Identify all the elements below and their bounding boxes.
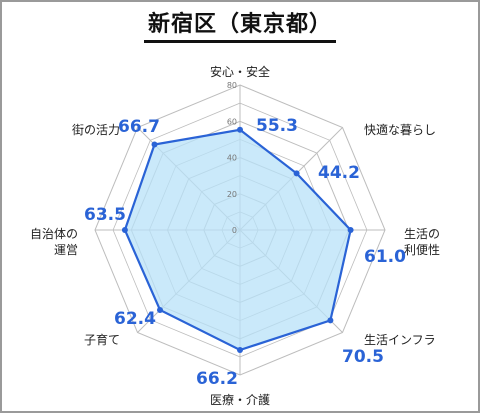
axis-label-line: 生活インフラ — [364, 333, 436, 347]
axis-label: 子育て — [84, 332, 120, 347]
tick-label: 40 — [227, 154, 237, 163]
radar-value-labels: 55.3 44.2 61.0 70.5 66.2 62.4 63.5 66.7 — [84, 116, 406, 389]
radar-area — [121, 126, 354, 353]
value-label: 44.2 — [318, 163, 360, 183]
axis-label-line: 医療・介護 — [210, 392, 270, 407]
axis-label: 医療・介護 — [210, 392, 270, 407]
axis-label: 生活の利便性 — [404, 227, 440, 257]
axis-label-line: 快適な暮らし — [364, 122, 436, 137]
axis-label: 街の活力 — [72, 123, 120, 137]
title-wrap: 新宿区（東京都） — [0, 6, 480, 43]
axis-label: 安心・安全 — [210, 64, 270, 79]
data-point — [151, 141, 158, 148]
tick-label: 60 — [227, 117, 237, 126]
axis-label: 自治体の運営 — [30, 227, 78, 257]
axis-label-line: 子育て — [84, 332, 120, 347]
axis-label-line: 運営 — [54, 243, 78, 257]
tick-label: 80 — [227, 81, 237, 90]
data-point — [293, 170, 300, 177]
data-point — [237, 126, 243, 133]
axis-label-line: 利便性 — [404, 243, 440, 257]
value-label: 66.2 — [196, 369, 238, 389]
data-area — [123, 128, 352, 352]
axis-label-line: 街の活力 — [72, 123, 120, 137]
tick-label: 0 — [232, 226, 237, 235]
radar-ticks: 0 20 40 60 80 — [227, 81, 237, 235]
value-label: 66.7 — [118, 117, 160, 137]
tick-label: 20 — [227, 190, 237, 199]
chart-title: 新宿区（東京都） — [143, 6, 336, 43]
data-point — [157, 307, 163, 313]
axis-label-line: 自治体の — [30, 227, 78, 241]
value-label: 70.5 — [342, 347, 384, 367]
value-label: 55.3 — [256, 116, 298, 136]
axis-label-line: 生活の — [404, 227, 440, 241]
axis-label-line: 安心・安全 — [210, 64, 270, 79]
value-label: 61.0 — [364, 247, 406, 267]
axis-label: 生活インフラ — [364, 333, 436, 347]
data-point — [121, 227, 128, 233]
data-point — [327, 317, 334, 324]
data-point — [237, 347, 243, 353]
data-point — [347, 227, 354, 233]
value-label: 62.4 — [114, 309, 156, 329]
value-label: 63.5 — [84, 205, 126, 225]
axis-label: 快適な暮らし — [364, 122, 436, 137]
